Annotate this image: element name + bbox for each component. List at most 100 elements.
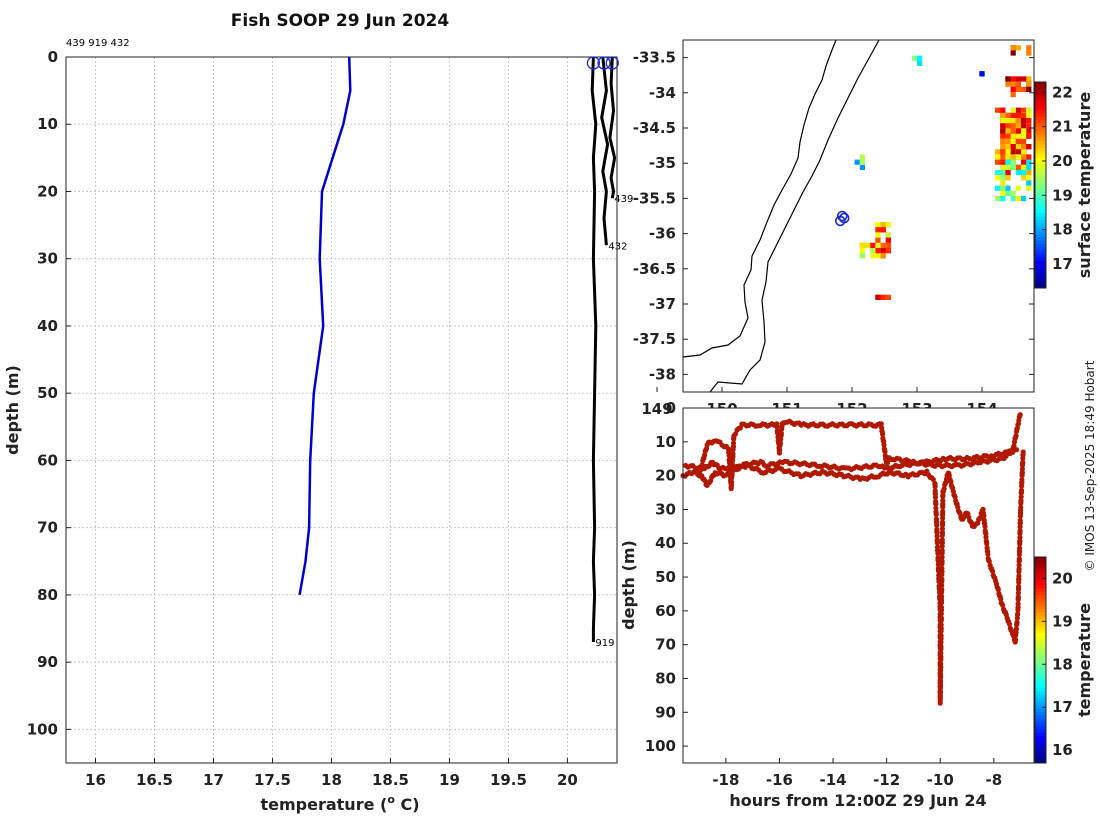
section-point bbox=[981, 513, 987, 519]
colorbar-segment bbox=[1035, 622, 1046, 627]
map-axes-frame bbox=[682, 39, 1035, 393]
sst-cell bbox=[1021, 86, 1027, 92]
section-point bbox=[1013, 626, 1020, 632]
colorbar-segment bbox=[1035, 215, 1046, 220]
sst-cell bbox=[1005, 81, 1011, 87]
ids-label: 439 919 432 bbox=[66, 38, 130, 49]
section-point bbox=[1018, 494, 1024, 500]
sst-cell bbox=[1021, 149, 1027, 155]
sst-cell bbox=[1010, 133, 1016, 139]
sst-cell bbox=[870, 253, 876, 259]
profile-grid bbox=[66, 56, 617, 763]
colorbar-segment bbox=[1035, 615, 1046, 620]
colorbar-segment bbox=[1035, 608, 1046, 613]
x-tick-label: 20 bbox=[557, 771, 578, 789]
sst-cell bbox=[1021, 107, 1027, 113]
colorbar-segment bbox=[1035, 632, 1046, 637]
section-point bbox=[1019, 477, 1025, 483]
sst-cell bbox=[1015, 123, 1021, 129]
section-point bbox=[699, 462, 705, 468]
series-reference bbox=[298, 56, 352, 596]
sst-cell bbox=[1010, 86, 1016, 92]
drop-id-label: 432 bbox=[608, 241, 627, 252]
colorbar-segment bbox=[1035, 629, 1046, 634]
sst-cell bbox=[1000, 164, 1006, 170]
sst-cell bbox=[1015, 128, 1021, 134]
section-point bbox=[939, 529, 946, 536]
section-point bbox=[939, 558, 945, 564]
section-point bbox=[935, 550, 941, 557]
section-point bbox=[985, 551, 991, 557]
sst-cell bbox=[1000, 185, 1006, 191]
sst-cell bbox=[1000, 149, 1006, 155]
lat-tick-label: -35.5 bbox=[633, 189, 676, 207]
sst-cell bbox=[1015, 118, 1021, 124]
x-tick-label: -14 bbox=[819, 771, 846, 789]
sst-cell bbox=[1005, 138, 1011, 144]
section-point bbox=[938, 622, 944, 628]
sst-cell bbox=[1010, 81, 1016, 87]
x-tick-label: -18 bbox=[712, 771, 739, 789]
colorbar-segment bbox=[1035, 577, 1046, 582]
drop-marker bbox=[836, 210, 848, 222]
sst-cell bbox=[1010, 149, 1016, 155]
colorbar-segment bbox=[1035, 212, 1046, 217]
section-point bbox=[939, 537, 945, 543]
colorbar-segment bbox=[1035, 136, 1046, 141]
x-tick-label: -10 bbox=[927, 771, 954, 789]
sst-cell bbox=[1000, 123, 1006, 129]
sst-cell bbox=[1000, 196, 1006, 202]
sst-cell bbox=[1015, 149, 1021, 155]
colorbar-segment bbox=[1035, 587, 1046, 592]
colorbar-segment bbox=[1035, 157, 1046, 162]
sst-cell bbox=[1005, 144, 1011, 150]
sst-cell bbox=[1000, 118, 1006, 124]
sst-cell bbox=[1010, 144, 1016, 150]
section-point bbox=[938, 672, 944, 678]
sst-cell bbox=[1026, 76, 1032, 82]
sst-cell bbox=[1026, 107, 1032, 113]
drop-id-label: 439 bbox=[614, 194, 633, 205]
sst-cell bbox=[1000, 159, 1006, 165]
colorbar-segment bbox=[1035, 745, 1046, 750]
colorbar-tick-label: 16 bbox=[1052, 741, 1073, 759]
y-tick-label: 20 bbox=[37, 182, 58, 200]
section-point bbox=[939, 548, 945, 554]
lat-tick-label: -35 bbox=[649, 154, 676, 172]
section-point bbox=[957, 510, 963, 517]
sst-cell bbox=[1010, 45, 1016, 51]
section-point bbox=[1011, 443, 1017, 449]
colorbar-segment bbox=[1035, 253, 1046, 258]
colorbar-segment bbox=[1035, 102, 1046, 107]
profile-series: 919 432 439 bbox=[298, 56, 633, 649]
colorbar-tick-label: 18 bbox=[1052, 221, 1073, 239]
x-tick-label: 17 bbox=[203, 771, 224, 789]
section-point bbox=[932, 484, 938, 490]
colorbar-segment bbox=[1035, 233, 1046, 237]
lat-tick-label: -36.5 bbox=[633, 260, 676, 278]
y-tick-label: 70 bbox=[655, 636, 676, 654]
sst-cell bbox=[880, 222, 886, 228]
section-point bbox=[1010, 449, 1016, 455]
section-point bbox=[938, 604, 945, 610]
lat-tick-label: -38 bbox=[649, 365, 676, 383]
sst-cell bbox=[995, 175, 1001, 181]
colorbar-segment bbox=[1035, 711, 1046, 716]
colorbar-segment bbox=[1035, 684, 1046, 688]
colorbar-segment bbox=[1035, 680, 1046, 685]
colorbar-segment bbox=[1035, 663, 1046, 668]
sst-cell bbox=[1015, 138, 1021, 144]
y-tick-label: 50 bbox=[655, 568, 676, 586]
sst-cell bbox=[995, 159, 1001, 165]
colorbar-segment bbox=[1035, 147, 1046, 152]
sst-cell bbox=[1005, 133, 1011, 139]
sst-cell bbox=[865, 242, 871, 248]
section-point bbox=[882, 449, 888, 455]
sst-cell bbox=[1005, 112, 1011, 118]
sst-cell bbox=[859, 164, 865, 170]
section-point bbox=[934, 522, 940, 529]
section-point bbox=[702, 452, 708, 458]
sst-cell bbox=[875, 253, 881, 259]
section-point bbox=[1018, 497, 1024, 504]
section-point bbox=[880, 431, 886, 437]
